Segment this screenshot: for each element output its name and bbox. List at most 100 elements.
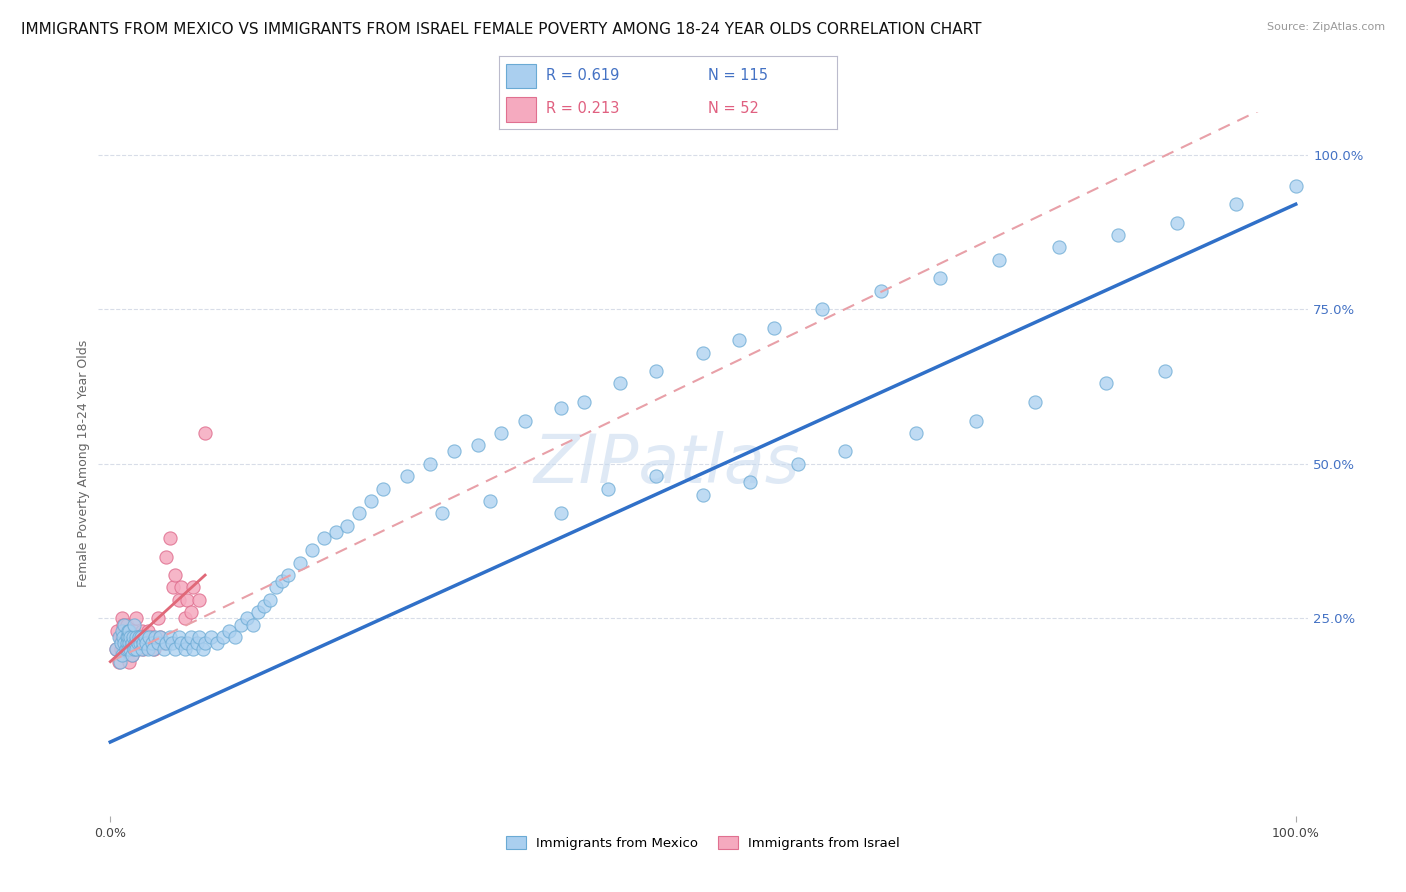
Point — [159, 630, 181, 644]
Point — [325, 524, 347, 539]
Point — [120, 624, 142, 638]
Point — [122, 624, 145, 638]
Point — [740, 475, 762, 490]
Point — [141, 630, 163, 644]
Point — [117, 624, 139, 638]
Point — [574, 395, 596, 409]
Point — [988, 252, 1011, 267]
Point — [242, 617, 264, 632]
Point — [550, 506, 572, 520]
Point — [1107, 228, 1129, 243]
Point — [122, 642, 145, 657]
Point — [115, 636, 138, 650]
Point — [1154, 364, 1177, 378]
Point — [111, 624, 134, 638]
Point — [491, 425, 513, 440]
Point — [644, 364, 666, 378]
Point — [110, 636, 132, 650]
Legend: Immigrants from Mexico, Immigrants from Israel: Immigrants from Mexico, Immigrants from … — [501, 830, 905, 855]
Point — [114, 642, 136, 657]
Point — [112, 617, 135, 632]
Point — [124, 636, 146, 650]
Point — [191, 642, 214, 657]
Point — [132, 642, 155, 657]
Point — [132, 636, 155, 650]
Point — [127, 636, 149, 650]
Point — [515, 413, 537, 427]
Point — [117, 630, 139, 644]
Point — [155, 549, 177, 564]
Point — [235, 611, 257, 625]
Point — [152, 636, 174, 650]
Point — [121, 636, 143, 650]
Point — [218, 624, 240, 638]
Text: R = 0.213: R = 0.213 — [547, 102, 620, 116]
Point — [763, 321, 786, 335]
Point — [135, 636, 157, 650]
Point — [224, 630, 246, 644]
Point — [122, 642, 145, 657]
Point — [834, 444, 856, 458]
Text: ZIPatlas: ZIPatlas — [533, 431, 800, 497]
Point — [247, 605, 270, 619]
Point — [118, 636, 141, 650]
Text: IMMIGRANTS FROM MEXICO VS IMMIGRANTS FROM ISRAEL FEMALE POVERTY AMONG 18-24 YEAR: IMMIGRANTS FROM MEXICO VS IMMIGRANTS FRO… — [21, 22, 981, 37]
Point — [114, 617, 136, 632]
Point — [117, 642, 139, 657]
Point — [129, 636, 152, 650]
Point — [200, 630, 222, 644]
Point — [114, 624, 136, 638]
Point — [112, 630, 135, 644]
Point — [598, 482, 620, 496]
Point — [609, 376, 631, 391]
Point — [107, 655, 129, 669]
Point — [118, 655, 141, 669]
Point — [186, 636, 208, 650]
Point — [1225, 197, 1247, 211]
Bar — [506, 97, 536, 122]
Point — [127, 642, 149, 657]
Point — [136, 624, 159, 638]
Point — [138, 630, 160, 644]
Point — [146, 636, 169, 650]
Point — [786, 457, 808, 471]
Text: N = 115: N = 115 — [709, 69, 768, 84]
Point — [1024, 395, 1046, 409]
Bar — [506, 63, 536, 88]
Point — [105, 624, 128, 638]
Point — [165, 642, 187, 657]
Point — [869, 284, 891, 298]
Point — [644, 469, 666, 483]
Point — [121, 648, 143, 663]
Point — [360, 494, 382, 508]
Point — [111, 648, 134, 663]
Point — [312, 531, 335, 545]
Point — [176, 636, 198, 650]
Point — [205, 636, 228, 650]
Point — [288, 556, 311, 570]
Point — [128, 630, 150, 644]
Point — [194, 425, 217, 440]
Point — [107, 630, 129, 644]
Point — [117, 642, 139, 657]
Point — [159, 531, 181, 545]
Point — [160, 636, 183, 650]
Point — [336, 518, 359, 533]
Point — [122, 617, 145, 632]
Point — [180, 630, 202, 644]
Point — [115, 617, 138, 632]
Point — [114, 630, 136, 644]
Point — [124, 630, 146, 644]
Point — [727, 333, 749, 347]
Point — [467, 438, 489, 452]
Point — [1095, 376, 1118, 391]
Point — [114, 636, 136, 650]
Point — [229, 617, 252, 632]
Point — [120, 642, 142, 657]
Point — [371, 482, 394, 496]
Point — [149, 630, 172, 644]
Point — [170, 581, 193, 595]
Point — [108, 655, 131, 669]
Point — [167, 592, 190, 607]
Point — [121, 636, 143, 650]
